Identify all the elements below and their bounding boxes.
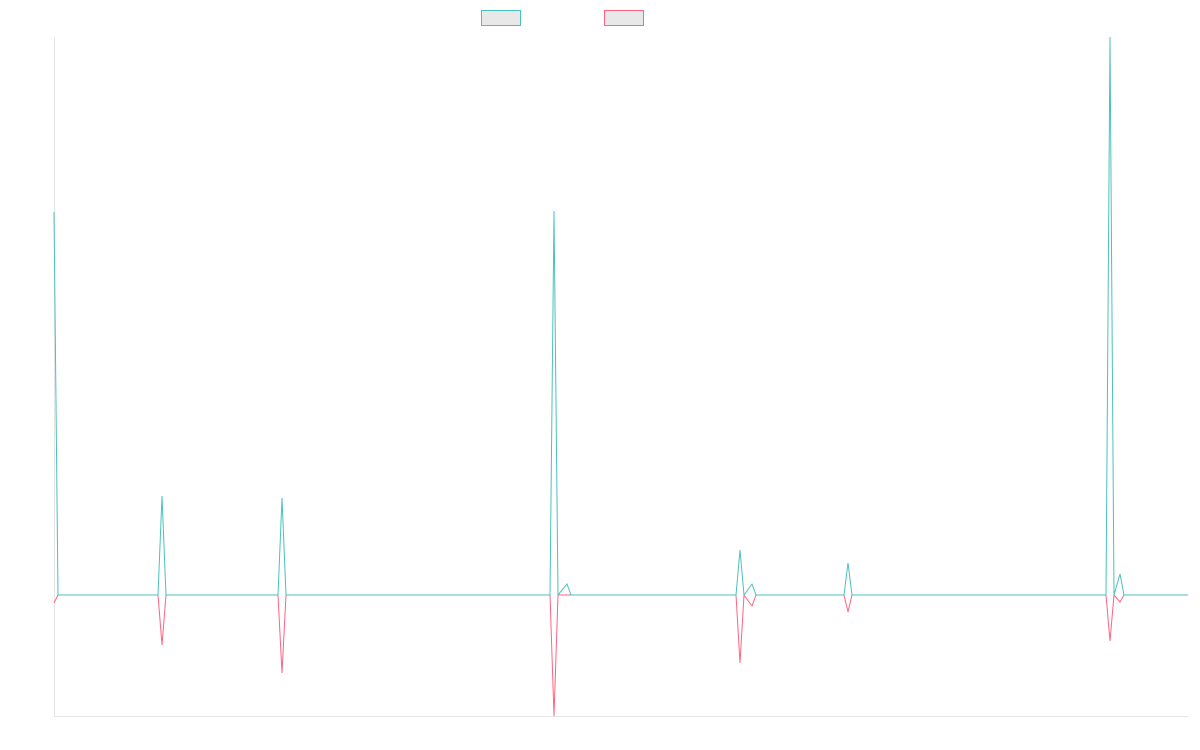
legend-swatch[interactable]: [481, 10, 521, 26]
series-line: [53, 593, 1188, 717]
legend-swatch[interactable]: [604, 10, 644, 26]
series-line: [53, 36, 1188, 597]
